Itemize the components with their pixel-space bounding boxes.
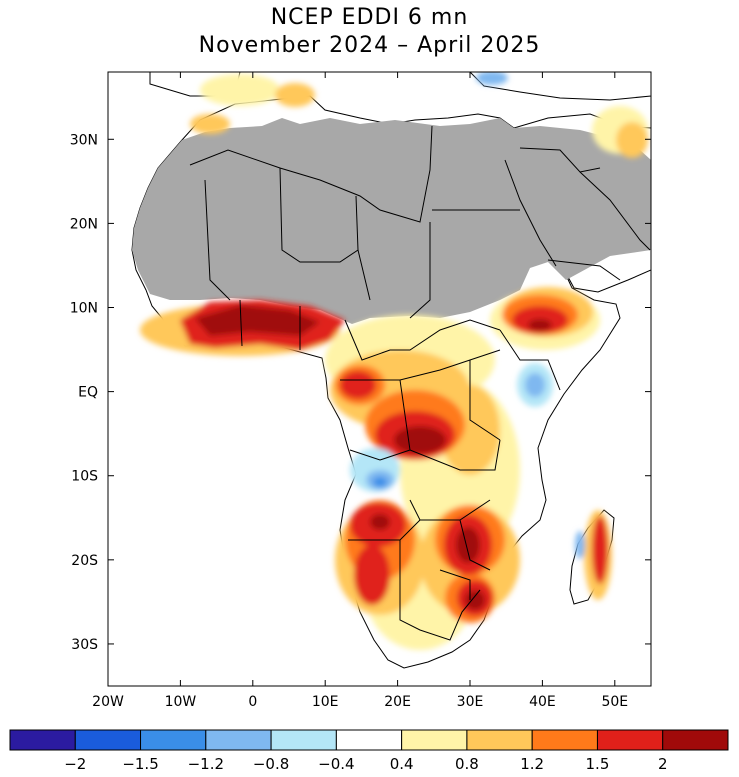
x-tick-label: 30E <box>457 694 484 710</box>
colorbar-label: −2 <box>64 755 86 773</box>
y-tick-label: 10N <box>70 301 98 317</box>
colorbar: −2 −1.5 −1.2 −0.8 −0.4 0.4 0.8 1.2 1.5 2 <box>9 729 729 773</box>
colorbar-label: 0.4 <box>390 755 414 773</box>
map-frame <box>107 71 652 687</box>
y-tick-label: 30S <box>71 637 98 653</box>
colorbar-label: −0.8 <box>253 755 289 773</box>
colorbar-label: 1.5 <box>586 755 610 773</box>
colorbar-swatch <box>9 729 76 751</box>
y-axis: 30N 20N 10N EQ 10S 20S 30S <box>70 132 651 653</box>
map-title-line2: November 2024 – April 2025 <box>198 33 541 58</box>
colorbar-swatch <box>401 729 468 751</box>
x-tick-label: 20E <box>384 694 411 710</box>
colorbar-label: 0.8 <box>455 755 479 773</box>
x-tick-label: 10W <box>165 694 197 710</box>
colorbar-label: 1.2 <box>520 755 544 773</box>
x-tick-label: 40E <box>529 694 556 710</box>
colorbar-swatch <box>662 729 729 751</box>
y-tick-label: 10S <box>71 469 98 485</box>
map-area <box>108 72 651 686</box>
colorbar-label: 2 <box>658 755 668 773</box>
y-tick-label: 20S <box>71 553 98 569</box>
y-tick-label: 20N <box>70 216 98 232</box>
colorbar-swatch <box>74 729 142 751</box>
colorbar-swatch <box>596 729 664 751</box>
country-borders <box>189 125 651 641</box>
y-tick-label: 30N <box>70 132 98 148</box>
colorbar-label: −0.4 <box>318 755 354 773</box>
colorbar-label: −1.5 <box>122 755 158 773</box>
x-tick-label: 0 <box>248 694 257 710</box>
x-tick-label: 20W <box>92 694 124 710</box>
colorbar-swatch <box>531 729 598 751</box>
masked-arid-region <box>132 118 651 324</box>
colorbar-swatch <box>335 729 403 751</box>
red-sea-coast <box>504 159 557 267</box>
colorbar-swatch <box>466 729 533 751</box>
colorbar-swatch <box>205 729 272 751</box>
x-tick-label: 50E <box>601 694 628 710</box>
colorbar-swatch <box>270 729 337 751</box>
colorbar-label: −1.2 <box>188 755 224 773</box>
colorbar-swatch <box>140 729 207 751</box>
x-tick-label: 10E <box>312 694 339 710</box>
y-tick-label: EQ <box>78 385 98 401</box>
map-title-line1: NCEP EDDI 6 mn <box>270 5 469 30</box>
x-axis: 20W 10W 0 10E 20E 30E 40E 50E <box>92 72 628 710</box>
turkey-edge <box>469 72 651 101</box>
